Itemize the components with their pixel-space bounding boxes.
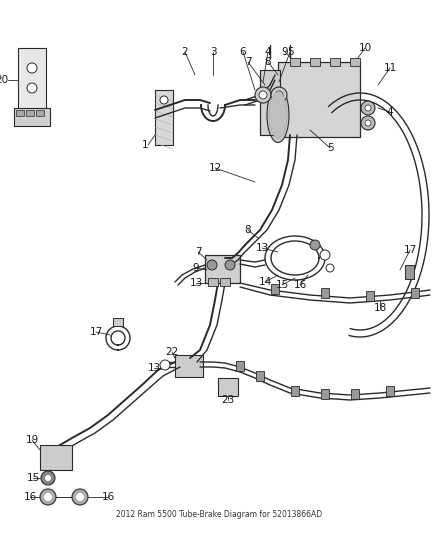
Text: 20: 20 [0, 75, 8, 85]
Text: 13: 13 [189, 278, 203, 288]
Bar [290, 58, 300, 66]
Text: 17: 17 [403, 245, 417, 255]
Bar [291, 386, 299, 396]
Text: 15: 15 [276, 280, 289, 290]
Text: 23: 23 [221, 395, 235, 405]
Text: 4: 4 [387, 107, 393, 117]
Bar [278, 62, 360, 137]
Ellipse shape [269, 92, 287, 138]
Bar [310, 58, 320, 66]
Circle shape [365, 105, 371, 111]
Circle shape [207, 260, 217, 270]
Text: 6: 6 [240, 47, 246, 57]
Circle shape [160, 96, 168, 104]
Bar [208, 278, 218, 286]
Text: 16: 16 [23, 492, 37, 502]
Bar [113, 318, 123, 326]
Text: 9: 9 [282, 47, 288, 57]
Bar [205, 255, 240, 283]
Text: 13: 13 [255, 243, 268, 253]
Text: 19: 19 [25, 435, 39, 445]
Circle shape [271, 87, 287, 103]
Circle shape [76, 493, 84, 501]
Bar [321, 389, 329, 399]
Text: 5: 5 [287, 47, 293, 57]
Bar [386, 386, 394, 396]
Text: 7: 7 [245, 57, 251, 67]
Bar [271, 284, 279, 294]
Text: 8: 8 [245, 225, 251, 235]
Circle shape [361, 116, 375, 130]
Text: 5: 5 [327, 143, 333, 153]
Circle shape [275, 91, 283, 99]
Bar [366, 291, 374, 301]
Bar [256, 371, 264, 381]
Bar [26, 110, 34, 116]
Text: 17: 17 [89, 327, 102, 337]
Bar [260, 70, 280, 135]
Text: 2012 Ram 5500 Tube-Brake Diagram for 52013866AD: 2012 Ram 5500 Tube-Brake Diagram for 520… [116, 510, 322, 519]
Bar [18, 48, 46, 110]
Text: 4: 4 [265, 47, 271, 57]
Bar [321, 288, 329, 298]
Circle shape [45, 475, 51, 481]
Circle shape [326, 264, 334, 272]
Circle shape [41, 471, 55, 485]
Text: 22: 22 [166, 347, 179, 357]
Bar [175, 355, 203, 377]
Circle shape [72, 489, 88, 505]
Text: 2: 2 [182, 47, 188, 57]
Bar [36, 110, 44, 116]
Circle shape [310, 240, 320, 250]
Text: 12: 12 [208, 163, 222, 173]
Bar [411, 288, 419, 298]
Bar [405, 265, 414, 279]
Text: 15: 15 [26, 473, 39, 483]
Text: 11: 11 [383, 63, 397, 73]
Circle shape [27, 63, 37, 73]
Circle shape [255, 87, 271, 103]
Text: 16: 16 [293, 280, 307, 290]
Text: 9: 9 [193, 263, 199, 273]
Text: 10: 10 [358, 43, 371, 53]
Bar [155, 90, 173, 145]
Bar [351, 389, 359, 399]
Circle shape [361, 101, 375, 115]
Circle shape [27, 83, 37, 93]
Circle shape [365, 120, 371, 126]
Text: 18: 18 [373, 303, 387, 313]
Bar [330, 58, 340, 66]
Circle shape [40, 489, 56, 505]
Text: 13: 13 [147, 363, 161, 373]
Text: 16: 16 [101, 492, 115, 502]
Ellipse shape [267, 87, 289, 142]
Circle shape [259, 91, 267, 99]
Circle shape [320, 250, 330, 260]
Text: 14: 14 [258, 277, 272, 287]
Bar [220, 278, 230, 286]
Text: 3: 3 [210, 47, 216, 57]
Circle shape [225, 260, 235, 270]
Text: 8: 8 [265, 57, 271, 67]
Text: 1: 1 [141, 140, 148, 150]
Bar [14, 108, 50, 126]
Bar [16, 110, 24, 116]
Circle shape [160, 360, 170, 370]
Circle shape [44, 493, 52, 501]
Text: 7: 7 [194, 247, 201, 257]
Bar [350, 58, 360, 66]
Bar [218, 378, 238, 396]
Bar [236, 361, 244, 371]
Bar [40, 445, 72, 470]
